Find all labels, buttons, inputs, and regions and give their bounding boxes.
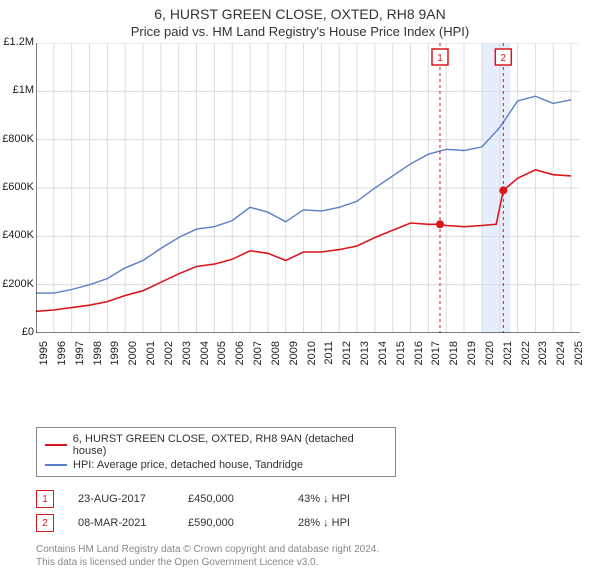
x-tick-label: 2014 <box>377 341 389 371</box>
marker-price: £450,000 <box>188 493 298 505</box>
x-tick-label: 2004 <box>199 341 211 371</box>
legend-item: HPI: Average price, detached house, Tand… <box>45 458 387 472</box>
marker-id: 2 <box>42 518 48 529</box>
x-tick-label: 2015 <box>395 341 407 371</box>
y-tick-label: £600K <box>0 181 34 193</box>
legend-swatch <box>45 444 67 446</box>
chart-svg: 12 <box>36 43 580 333</box>
x-tick-label: 2002 <box>163 341 175 371</box>
x-tick-label: 2005 <box>216 341 228 371</box>
marker-badge: 2 <box>36 514 54 532</box>
x-tick-label: 2011 <box>323 341 335 371</box>
x-tick-label: 2007 <box>252 341 264 371</box>
chart-area: 12 £0£200K£400K£600K£800K£1M£1.2M1995199… <box>36 43 596 375</box>
x-tick-label: 1996 <box>56 341 68 371</box>
marker-delta: 43% ↓ HPI <box>298 493 418 505</box>
x-tick-label: 2001 <box>145 341 157 371</box>
marker-row: 2 08-MAR-2021 £590,000 28% ↓ HPI <box>36 511 600 535</box>
x-tick-label: 1999 <box>109 341 121 371</box>
attribution: Contains HM Land Registry data © Crown c… <box>36 543 600 569</box>
x-tick-label: 2018 <box>448 341 460 371</box>
legend-label: 6, HURST GREEN CLOSE, OXTED, RH8 9AN (de… <box>73 433 387 457</box>
x-tick-label: 2021 <box>502 341 514 371</box>
attribution-line: This data is licensed under the Open Gov… <box>36 556 600 569</box>
x-tick-label: 2006 <box>234 341 246 371</box>
x-tick-label: 2022 <box>520 341 532 371</box>
x-tick-label: 1998 <box>92 341 104 371</box>
marker-badge: 1 <box>36 490 54 508</box>
y-tick-label: £1M <box>0 84 34 96</box>
y-tick-label: £200K <box>0 278 34 290</box>
x-tick-label: 2016 <box>413 341 425 371</box>
marker-delta: 28% ↓ HPI <box>298 517 418 529</box>
marker-date: 23-AUG-2017 <box>78 493 188 505</box>
x-tick-label: 2020 <box>484 341 496 371</box>
y-tick-label: £400K <box>0 229 34 241</box>
x-tick-label: 2010 <box>306 341 318 371</box>
x-tick-label: 2013 <box>359 341 371 371</box>
svg-text:2: 2 <box>501 53 507 64</box>
legend: 6, HURST GREEN CLOSE, OXTED, RH8 9AN (de… <box>36 427 396 477</box>
y-tick-label: £800K <box>0 133 34 145</box>
x-tick-label: 2000 <box>127 341 139 371</box>
x-tick-label: 2012 <box>341 341 353 371</box>
x-tick-label: 2019 <box>466 341 478 371</box>
x-tick-label: 1995 <box>38 341 50 371</box>
chart-container: 6, HURST GREEN CLOSE, OXTED, RH8 9AN Pri… <box>0 0 600 560</box>
legend-label: HPI: Average price, detached house, Tand… <box>73 459 303 471</box>
x-tick-label: 2017 <box>430 341 442 371</box>
x-tick-label: 2008 <box>270 341 282 371</box>
chart-title: 6, HURST GREEN CLOSE, OXTED, RH8 9AN <box>0 0 600 22</box>
svg-text:1: 1 <box>437 53 443 64</box>
x-tick-label: 1997 <box>74 341 86 371</box>
marker-price: £590,000 <box>188 517 298 529</box>
x-tick-label: 2025 <box>573 341 585 371</box>
attribution-line: Contains HM Land Registry data © Crown c… <box>36 543 600 556</box>
marker-row: 1 23-AUG-2017 £450,000 43% ↓ HPI <box>36 487 600 511</box>
legend-swatch <box>45 464 67 466</box>
y-tick-label: £1.2M <box>0 36 34 48</box>
legend-item: 6, HURST GREEN CLOSE, OXTED, RH8 9AN (de… <box>45 432 387 458</box>
x-tick-label: 2024 <box>555 341 567 371</box>
x-tick-label: 2003 <box>181 341 193 371</box>
chart-subtitle: Price paid vs. HM Land Registry's House … <box>0 22 600 43</box>
y-tick-label: £0 <box>0 326 34 338</box>
marker-table: 1 23-AUG-2017 £450,000 43% ↓ HPI 2 08-MA… <box>36 487 600 535</box>
x-tick-label: 2009 <box>288 341 300 371</box>
x-tick-label: 2023 <box>537 341 549 371</box>
marker-id: 1 <box>42 494 48 505</box>
marker-date: 08-MAR-2021 <box>78 517 188 529</box>
